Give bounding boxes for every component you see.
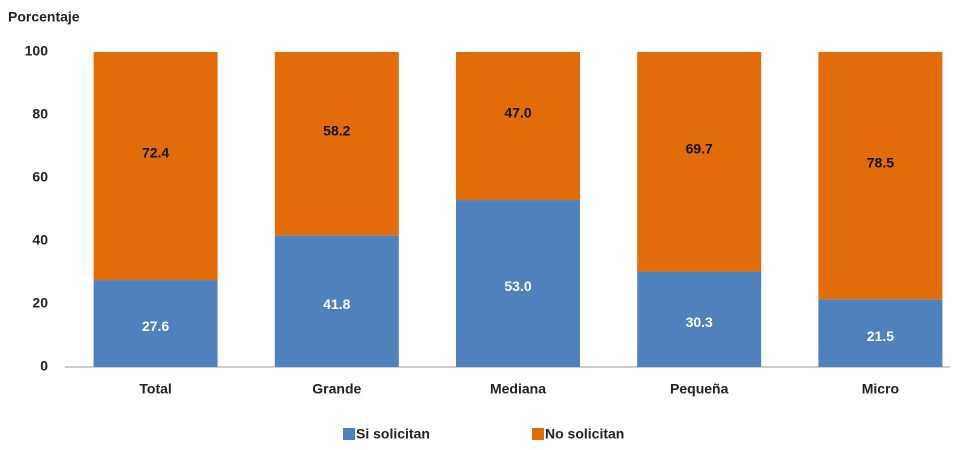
bar-segment <box>456 52 580 201</box>
y-tick-label: 80 <box>32 106 48 122</box>
y-tick-label: 100 <box>25 43 49 59</box>
data-label: 78.5 <box>867 154 894 170</box>
legend-label: Si solicitan <box>356 426 430 442</box>
data-label: 21.5 <box>867 328 894 344</box>
y-tick-label: 20 <box>32 295 48 311</box>
y-tick-label: 0 <box>40 358 48 374</box>
y-tick-label: 40 <box>32 232 48 248</box>
x-tick-label: Pequeña <box>670 381 729 397</box>
data-label: 41.8 <box>323 296 350 312</box>
bar-segment <box>456 200 580 367</box>
bar-segment <box>274 235 399 367</box>
y-tick-label: 60 <box>32 169 48 185</box>
bar-segment <box>637 52 762 272</box>
data-label: 53.0 <box>504 278 531 294</box>
data-label: 69.7 <box>686 140 713 156</box>
x-tick-label: Mediana <box>490 381 546 397</box>
data-label: 58.2 <box>323 122 350 138</box>
data-label: 47.0 <box>504 105 531 121</box>
bar-segment <box>818 299 943 367</box>
y-axis-label: Porcentaje <box>8 9 80 25</box>
data-label: 30.3 <box>686 314 713 330</box>
data-label: 27.6 <box>142 318 169 334</box>
x-tick-label: Micro <box>862 381 899 397</box>
bar-segment <box>818 52 943 300</box>
bar-segment <box>93 280 218 367</box>
x-tick-label: Total <box>139 381 171 397</box>
legend-label: No solicitan <box>545 426 624 442</box>
x-tick-label: Grande <box>312 381 361 397</box>
legend-swatch <box>343 428 355 440</box>
bar-segment <box>93 52 218 281</box>
legend-swatch <box>532 428 544 440</box>
bar-segment <box>274 52 399 236</box>
data-label: 72.4 <box>142 145 169 161</box>
bar-segment <box>637 271 762 367</box>
